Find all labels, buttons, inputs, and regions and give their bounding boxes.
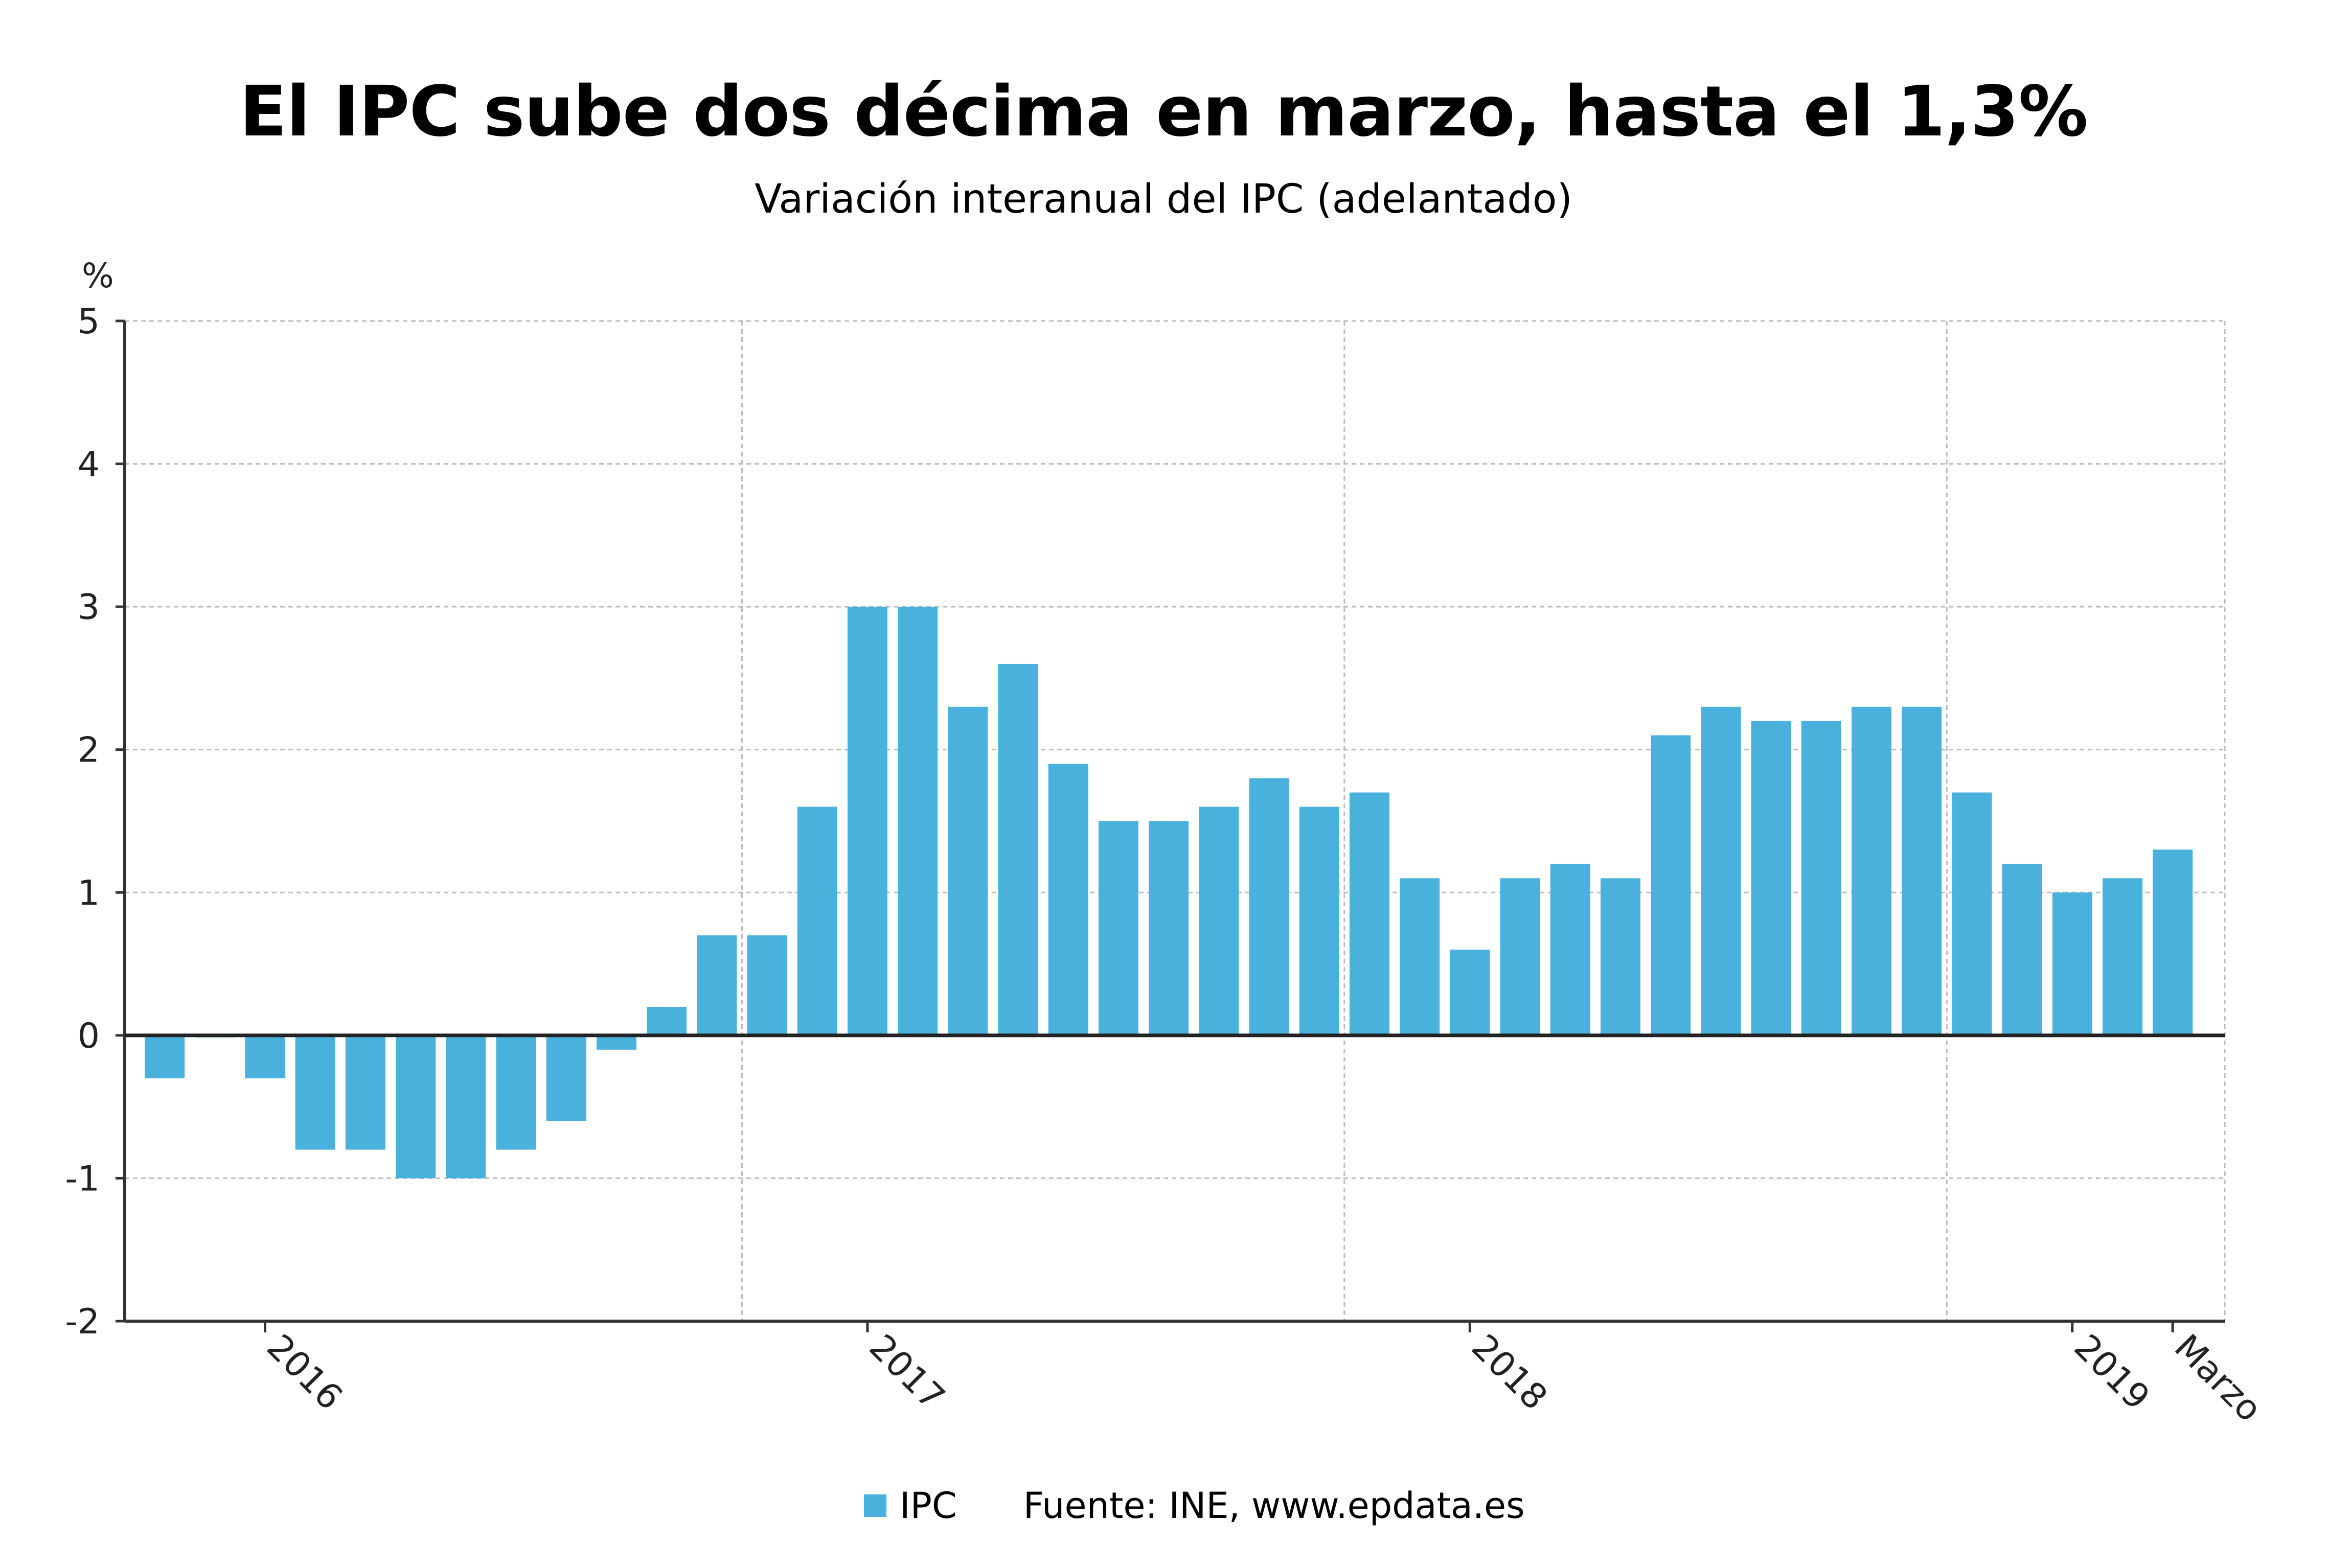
y-tick-label: -2: [65, 1302, 100, 1342]
bar: [2102, 878, 2142, 1035]
bar: [1048, 764, 1088, 1035]
y-axis-unit: %: [82, 256, 114, 295]
bar: [2052, 892, 2092, 1035]
y-tick-label: 5: [78, 302, 100, 342]
bar: [1952, 792, 1992, 1035]
y-tick-label: 1: [78, 873, 100, 913]
bar: [1299, 806, 1339, 1035]
bar: [2153, 849, 2193, 1035]
x-tick-label: 2019: [2066, 1327, 2157, 1418]
bar: [1651, 735, 1691, 1035]
bar: [1500, 878, 1540, 1035]
bar: [998, 663, 1038, 1035]
bar: [1450, 950, 1490, 1035]
bar: [345, 1035, 385, 1150]
y-tick-label: -1: [65, 1159, 100, 1199]
bar: [1349, 792, 1389, 1035]
bar: [1550, 864, 1590, 1035]
bar: [1851, 706, 1891, 1035]
bar: [2002, 864, 2042, 1035]
bar: [797, 806, 837, 1035]
bar: [596, 1035, 636, 1050]
bar: [295, 1035, 335, 1150]
bar: [546, 1035, 586, 1121]
bar: [1801, 721, 1841, 1035]
bar: [747, 935, 787, 1035]
bars: [145, 607, 2193, 1179]
x-tick-label: 2017: [861, 1327, 952, 1418]
bar: [1400, 878, 1440, 1035]
chart-title: El IPC sube dos décima en marzo, hasta e…: [239, 72, 2088, 152]
bar: [898, 607, 938, 1035]
bar: [496, 1035, 536, 1150]
bar: [1199, 806, 1239, 1035]
y-tick-label: 0: [78, 1016, 100, 1056]
legend-label: IPC: [900, 1485, 957, 1527]
x-tick-label: 2018: [1464, 1327, 1555, 1418]
bar: [1249, 778, 1289, 1035]
bar: [697, 935, 737, 1035]
x-tick-label: Marzo: [2166, 1327, 2269, 1429]
bar: [245, 1035, 285, 1078]
bar: [647, 1006, 687, 1035]
bar: [847, 607, 887, 1035]
bar: [1600, 878, 1640, 1035]
bar: [1701, 706, 1741, 1035]
bar: [1098, 821, 1138, 1035]
bar: [948, 706, 988, 1035]
grid: [125, 320, 2226, 1321]
y-tick-label: 4: [78, 445, 100, 485]
y-tick-label: 3: [78, 587, 100, 628]
legend: IPC Fuente: INE, www.epdata.es: [864, 1485, 1525, 1527]
x-tick-label: 2016: [259, 1327, 350, 1418]
bar: [1902, 706, 1942, 1035]
source-text: Fuente: INE, www.epdata.es: [1023, 1485, 1525, 1527]
legend-swatch: [864, 1494, 886, 1517]
bar: [1149, 821, 1189, 1035]
y-tick-label: 2: [78, 730, 100, 771]
bar: [446, 1035, 486, 1179]
axes: [116, 319, 2225, 1332]
chart-subtitle: Variación interanual del IPC (adelantado…: [755, 176, 1572, 222]
bar: [145, 1035, 185, 1078]
bar: [1751, 721, 1791, 1035]
bar: [396, 1035, 436, 1179]
